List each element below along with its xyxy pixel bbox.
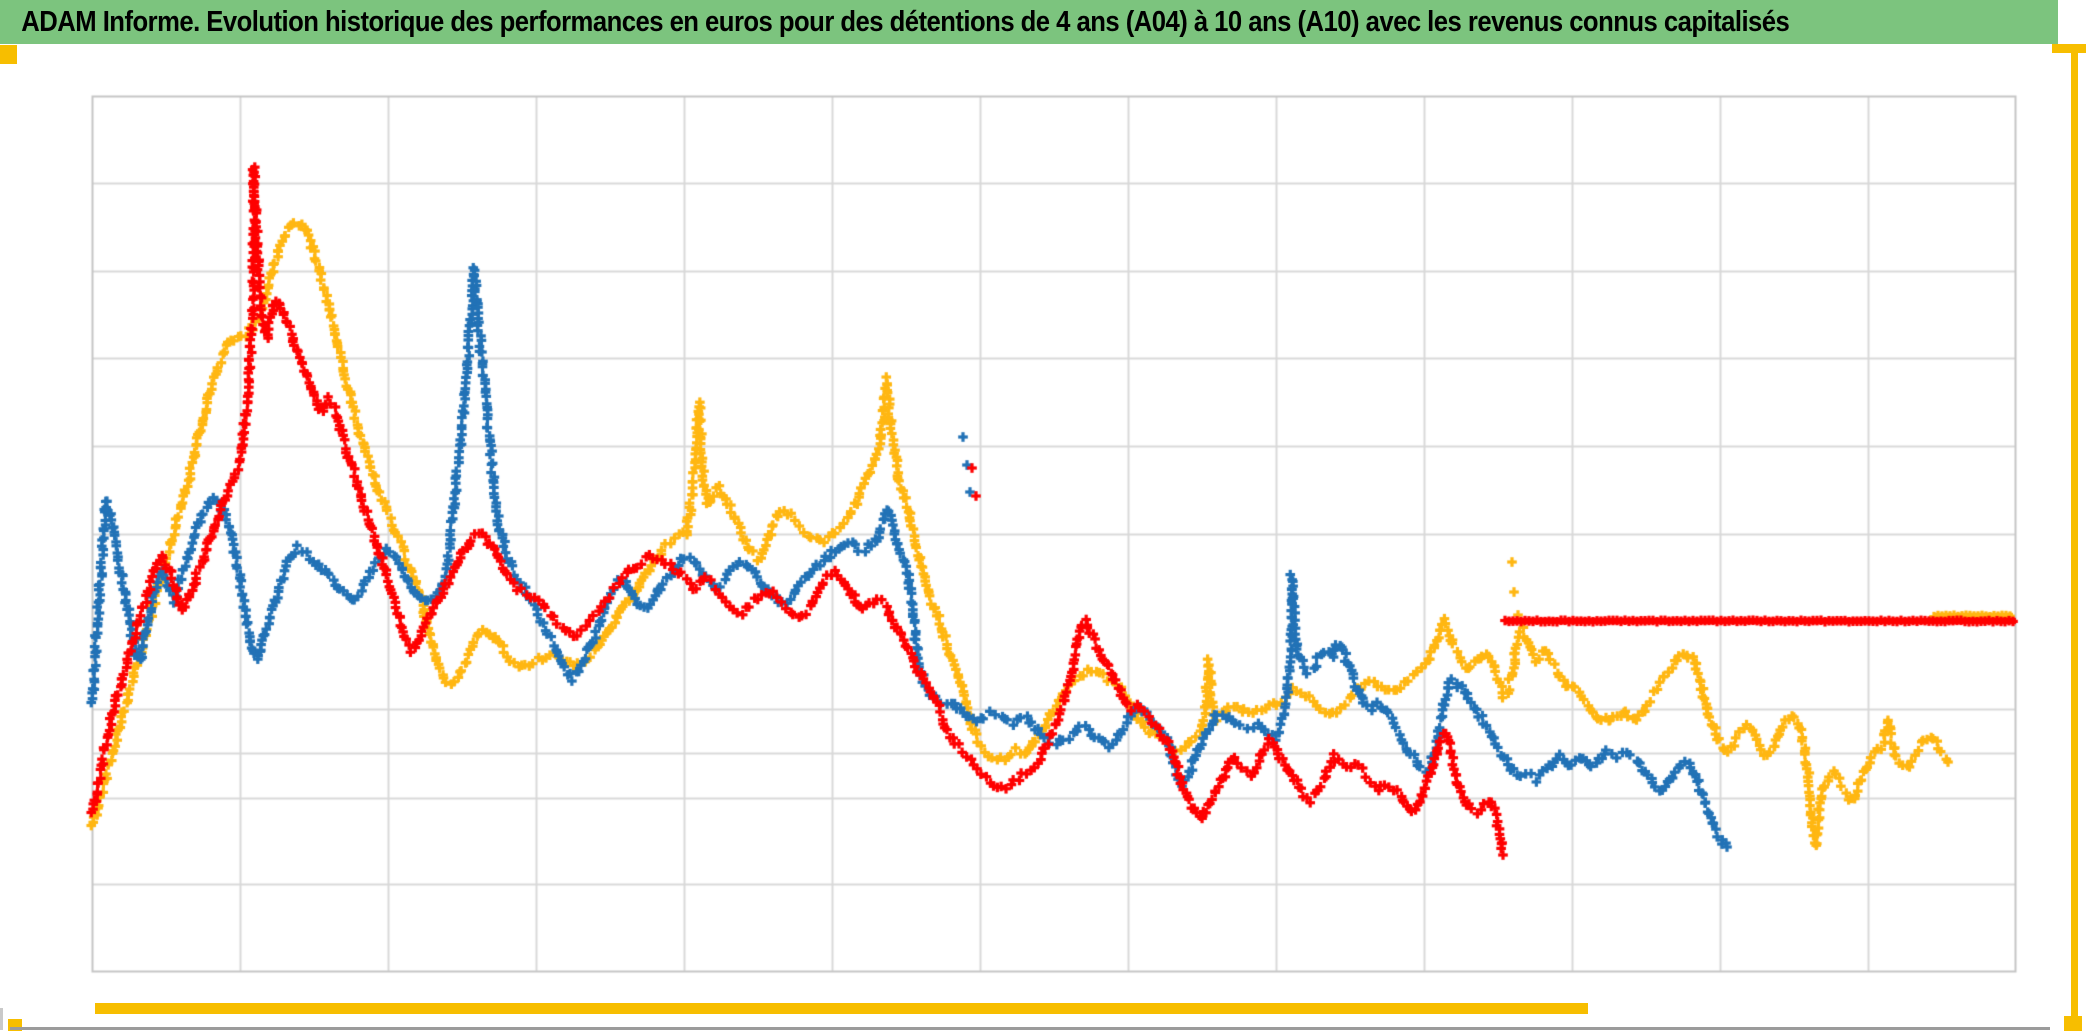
- corner-accent-top-left: [0, 45, 17, 64]
- bottom-divider-line: [10, 1027, 2050, 1030]
- right-edge-accent-line: [2071, 46, 2078, 1031]
- bottom-accent-bar: [95, 1003, 1588, 1014]
- corner-accent-bottom-right: [2064, 1016, 2082, 1031]
- corner-accent-top-right: [2052, 44, 2086, 53]
- left-edge-stub: [0, 1008, 3, 1030]
